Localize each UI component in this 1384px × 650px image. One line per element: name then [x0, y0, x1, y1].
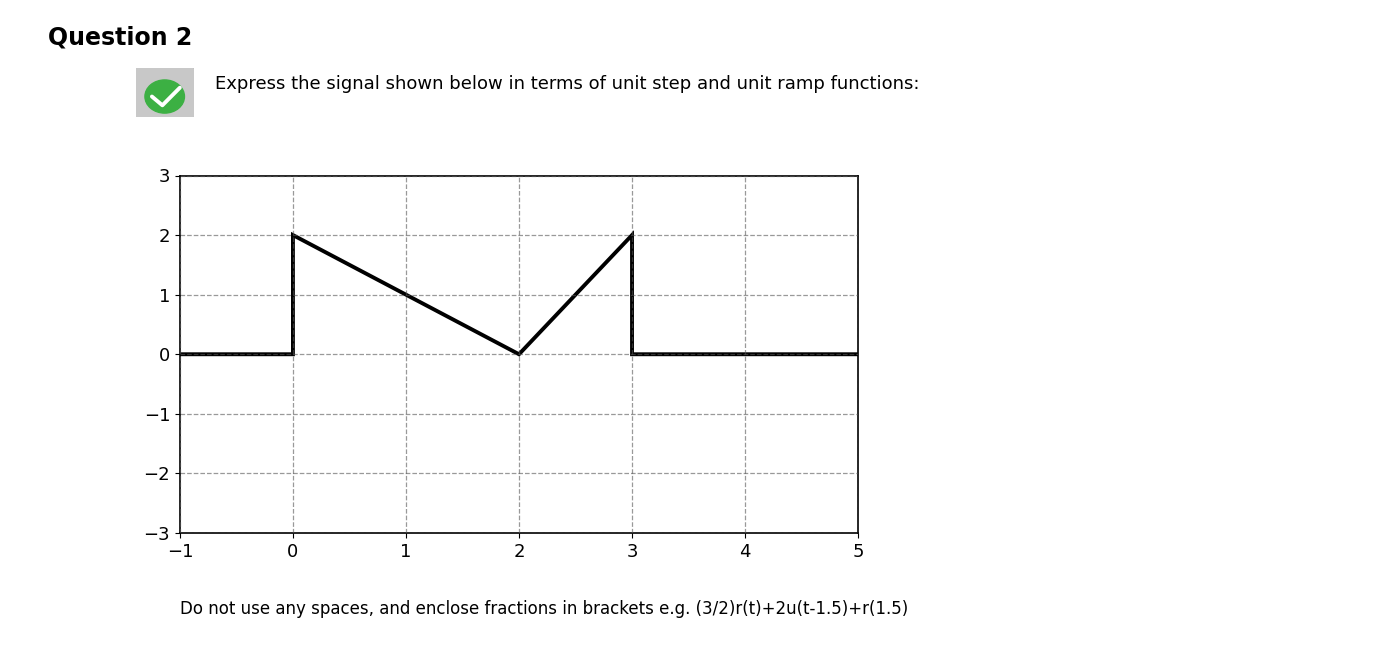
- Text: Express the signal shown below in terms of unit step and unit ramp functions:: Express the signal shown below in terms …: [215, 75, 919, 93]
- FancyBboxPatch shape: [134, 67, 195, 118]
- Circle shape: [145, 80, 184, 113]
- Text: Do not use any spaces, and enclose fractions in brackets e.g. (3/2)r(t)+2u(t-1.5: Do not use any spaces, and enclose fract…: [180, 599, 908, 618]
- Text: Question 2: Question 2: [48, 26, 192, 50]
